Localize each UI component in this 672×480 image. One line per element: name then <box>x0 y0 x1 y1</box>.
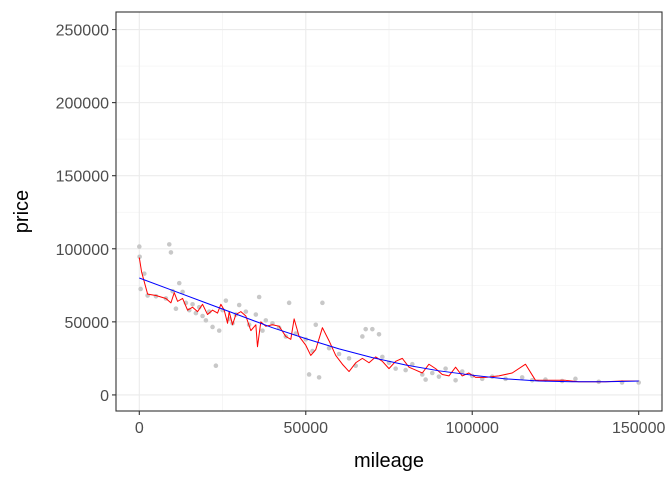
data-point <box>320 300 325 306</box>
data-point <box>370 326 375 332</box>
data-point <box>200 313 205 319</box>
data-point <box>443 366 448 371</box>
series-line-blue <box>139 277 639 383</box>
y-tick-label: 50000 <box>65 315 110 332</box>
data-point <box>360 334 365 339</box>
y-tick-label: 100000 <box>56 242 109 259</box>
data-point <box>403 367 408 373</box>
data-point <box>260 328 265 333</box>
x-tick-label: 0 <box>135 420 144 437</box>
data-point <box>138 286 143 292</box>
y-tick-label: 200000 <box>56 96 109 113</box>
data-point <box>213 363 219 368</box>
data-point <box>203 318 209 323</box>
data-point <box>286 300 292 306</box>
data-point <box>137 244 142 249</box>
data-point <box>137 254 142 260</box>
data-point <box>193 310 199 316</box>
data-point <box>393 366 398 371</box>
x-tick-label: 150000 <box>612 420 665 437</box>
data-point <box>363 326 368 332</box>
data-point <box>216 328 222 333</box>
data-point <box>256 294 262 300</box>
data-point <box>410 361 415 367</box>
data-point <box>429 370 435 376</box>
data-point <box>519 375 525 380</box>
data-point <box>243 309 249 314</box>
data-point <box>141 271 147 276</box>
data-point <box>253 312 259 317</box>
data-point <box>316 375 322 380</box>
data-point <box>173 306 179 311</box>
y-axis-title: price <box>11 190 33 233</box>
x-axis-ticks: 0 50000 100000 150000 <box>135 411 665 437</box>
data-point <box>168 250 174 255</box>
data-point <box>166 242 172 247</box>
y-tick-label: 0 <box>100 388 109 405</box>
data-point <box>376 331 382 337</box>
data-point <box>346 356 352 361</box>
data-point <box>210 324 215 330</box>
series-line-red <box>138 257 639 383</box>
data-point <box>180 289 185 295</box>
data-point <box>423 377 428 382</box>
data-point <box>206 309 212 314</box>
data-point <box>236 302 242 308</box>
data-point <box>223 298 229 303</box>
data-point <box>306 372 312 377</box>
x-tick-label: 50000 <box>284 420 329 437</box>
x-tick-label: 100000 <box>446 420 499 437</box>
x-axis-title: mileage <box>354 450 424 472</box>
y-tick-label: 150000 <box>56 169 109 186</box>
data-point <box>270 321 275 326</box>
data-point <box>263 318 269 323</box>
data-point <box>419 372 425 377</box>
y-axis-ticks: 0 50000 100000 150000 200000 250000 <box>56 23 116 405</box>
data-point <box>459 369 465 374</box>
data-point <box>573 376 578 382</box>
data-point <box>313 322 319 328</box>
data-point <box>453 378 458 383</box>
panel-border <box>115 11 663 412</box>
data-point <box>336 351 342 357</box>
data-point <box>176 280 182 286</box>
series-lines <box>138 257 639 383</box>
y-tick-label: 250000 <box>56 23 109 40</box>
grid-minor <box>116 12 662 411</box>
data-point <box>190 302 195 307</box>
data-point <box>326 345 332 351</box>
data-point <box>436 374 442 379</box>
data-point <box>380 354 385 360</box>
